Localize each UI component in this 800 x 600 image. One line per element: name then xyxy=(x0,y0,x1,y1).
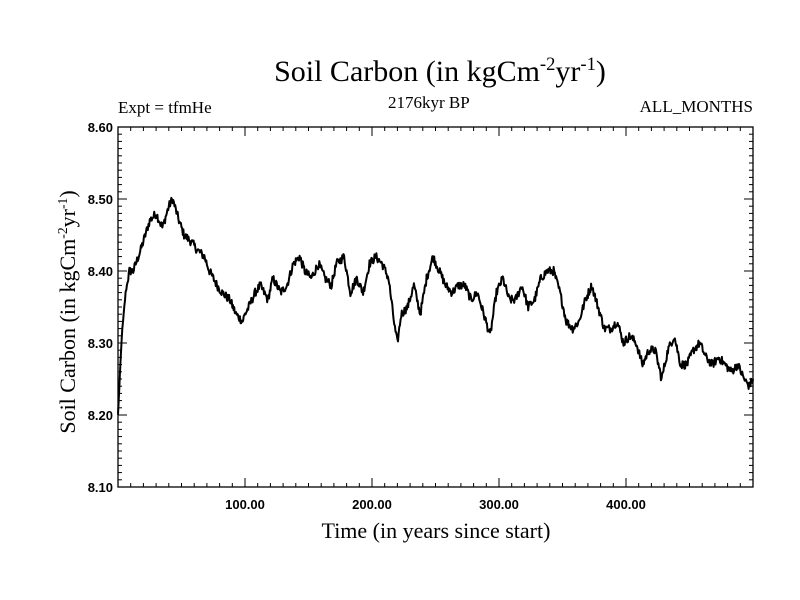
axis-ticks xyxy=(118,127,753,487)
x-tick-label: 100.00 xyxy=(225,497,265,512)
y-tick-label: 8.40 xyxy=(88,264,113,279)
y-tick-label: 8.20 xyxy=(88,408,113,423)
period-label: 2176kyr BP xyxy=(388,93,470,112)
plot-frame xyxy=(117,126,754,488)
x-tick-label: 300.00 xyxy=(479,497,519,512)
tick-labels: 100.00 200.00 300.00 400.00 8.10 8.20 8.30 8.40… xyxy=(88,120,646,512)
months-label: ALL_MONTHS xyxy=(639,97,753,116)
x-tick-label: 200.00 xyxy=(352,497,392,512)
x-tick-label: 400.00 xyxy=(606,497,646,512)
chart-title: Soil Carbon (in kgCm-2yr-1) xyxy=(274,54,606,88)
data-line-soil-carbon xyxy=(117,196,754,415)
experiment-label: Expt = tfmHe xyxy=(118,98,212,117)
y-tick-label: 8.60 xyxy=(88,120,113,135)
x-axis-label: Time (in years since start) xyxy=(321,518,551,543)
y-axis-label: Soil Carbon (in kgCm-2yr-1) xyxy=(54,190,81,434)
y-tick-label: 8.10 xyxy=(88,480,113,495)
y-tick-label: 8.30 xyxy=(88,336,113,351)
y-tick-label: 8.50 xyxy=(88,192,113,207)
